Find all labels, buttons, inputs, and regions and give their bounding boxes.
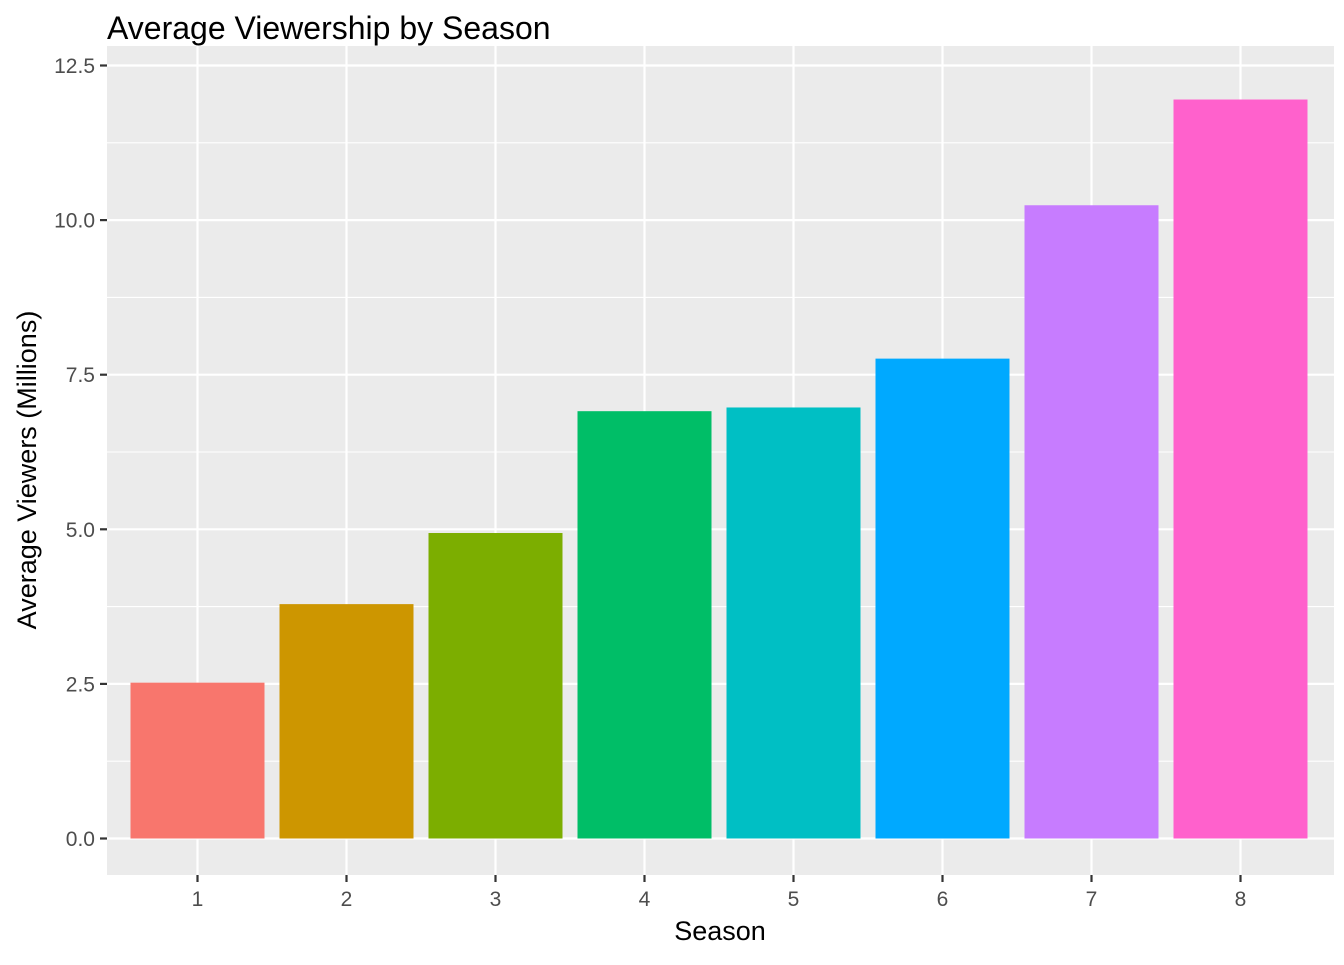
x-tick-label: 4 [639, 888, 651, 911]
y-axis-ticks: 0.0 2.5 5.0 7.5 10.0 12.5 [54, 55, 107, 851]
y-tick-label: 0.0 [66, 828, 95, 851]
y-tick-label: 2.5 [66, 673, 95, 696]
bars [130, 99, 1308, 839]
x-axis-title: Season [674, 916, 766, 946]
y-tick-label: 12.5 [54, 55, 95, 78]
bar-season-5 [726, 407, 861, 839]
x-tick-label: 3 [490, 888, 502, 911]
x-tick-label: 8 [1235, 888, 1247, 911]
y-axis-title: Average Viewers (Millions) [12, 311, 42, 630]
bar-season-7 [1024, 205, 1159, 839]
x-tick-label: 7 [1086, 888, 1098, 911]
bar-season-6 [875, 358, 1010, 839]
x-tick-label: 6 [937, 888, 949, 911]
y-tick-label: 10.0 [54, 210, 95, 233]
y-tick-label: 5.0 [66, 519, 95, 542]
x-axis-ticks: 1 2 3 4 5 6 7 8 [192, 875, 1247, 911]
bar-season-2 [279, 604, 414, 839]
bar-season-4 [577, 411, 712, 839]
x-tick-label: 2 [341, 888, 353, 911]
bar-season-1 [130, 682, 265, 839]
x-tick-label: 5 [788, 888, 800, 911]
y-tick-label: 7.5 [66, 364, 95, 387]
chart-title: Average Viewership by Season [107, 10, 551, 46]
x-tick-label: 1 [192, 888, 204, 911]
bar-season-8 [1173, 99, 1308, 839]
bar-season-3 [428, 533, 563, 839]
